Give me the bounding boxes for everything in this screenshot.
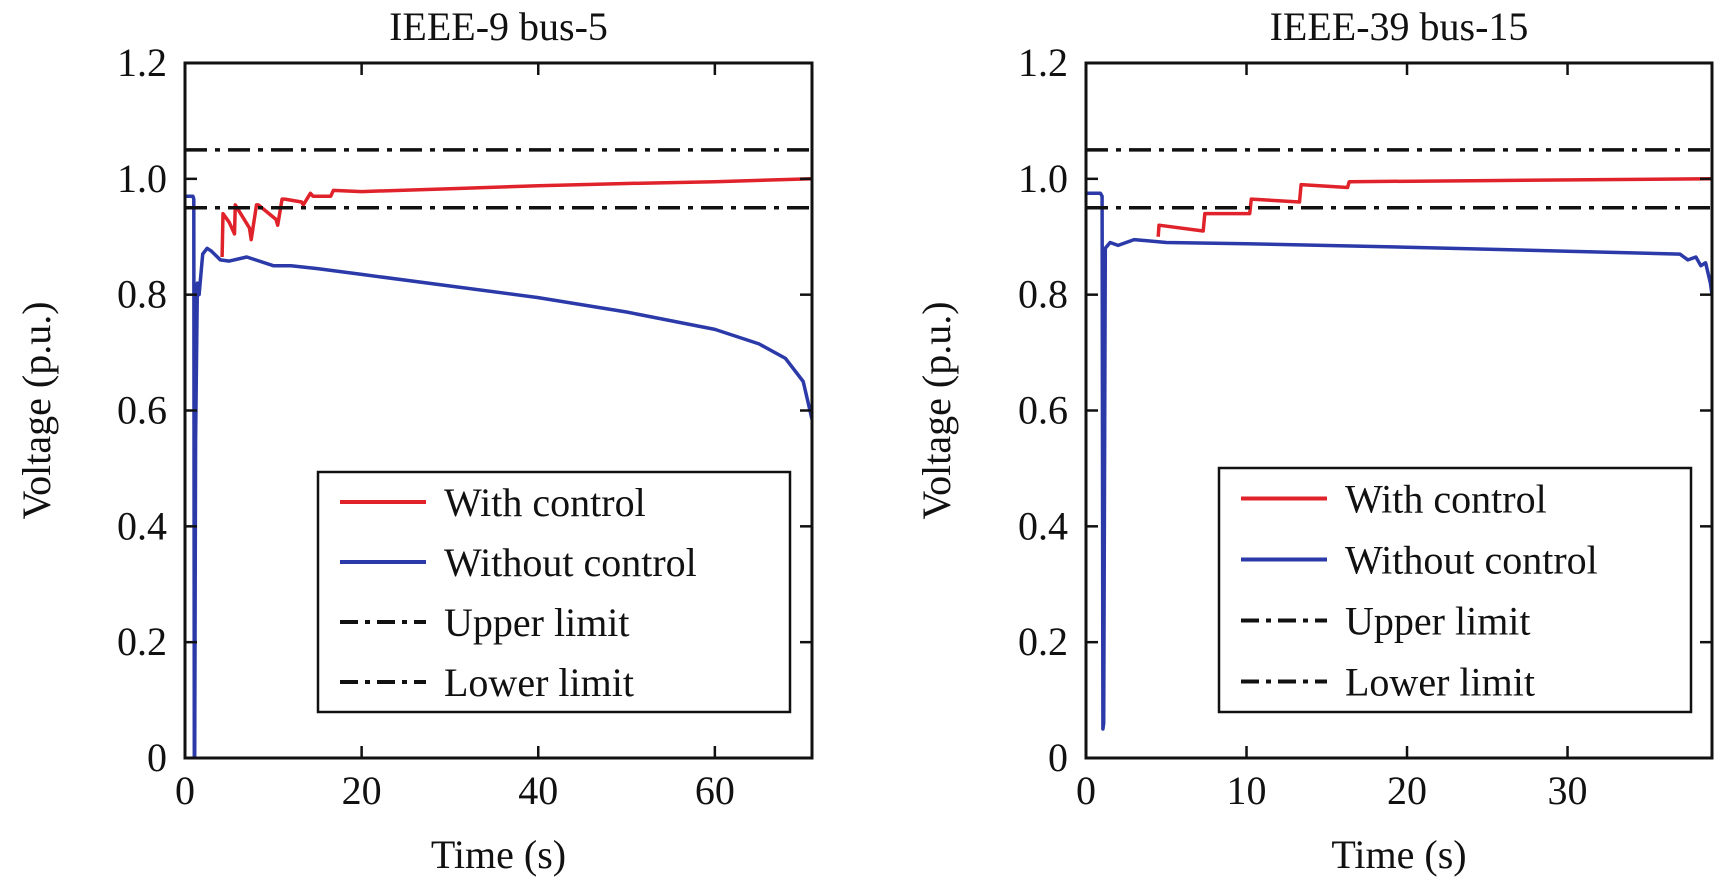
y-tick-label: 0.2 xyxy=(117,619,167,664)
legend-label: Without control xyxy=(444,540,697,585)
y-tick-label: 0.6 xyxy=(117,388,167,433)
chart-1: IEEE-9 bus-5 0 0.2 0.4 0.6 0.8 1.0 1.2 0 20 40 60 Ti… xyxy=(14,4,814,877)
y-tick-label: 0.8 xyxy=(1018,272,1068,317)
x-tick-label: 60 xyxy=(695,768,735,813)
y-tick-label: 1.0 xyxy=(117,156,167,201)
series-line-with-control xyxy=(1156,177,1712,237)
y-tick-label: 1.2 xyxy=(1018,40,1068,85)
x-tick-label: 0 xyxy=(1076,768,1096,813)
x-tick-label: 10 xyxy=(1227,768,1267,813)
y-axis-label: Voltage (p.u.) xyxy=(14,301,59,519)
chart-2: IEEE-39 bus-15 0 0.2 0.4 0.6 0.8 1.0 1.2 0 10 20 30… xyxy=(914,4,1714,877)
chart-title: IEEE-39 bus-15 xyxy=(1270,4,1529,49)
legend: With control Without control Upper limit Lo… xyxy=(1217,466,1693,714)
x-tick-label: 20 xyxy=(342,768,382,813)
chart-title: IEEE-9 bus-5 xyxy=(389,4,608,49)
legend-box xyxy=(1217,466,1693,714)
series-line-with-control xyxy=(220,177,812,258)
legend-label: Lower limit xyxy=(444,660,634,705)
x-tick-label: 0 xyxy=(175,768,195,813)
x-tick-label: 20 xyxy=(1387,768,1427,813)
legend-label: With control xyxy=(1345,477,1547,522)
y-tick-label: 0.2 xyxy=(1018,619,1068,664)
y-tick-label: 0 xyxy=(147,735,167,780)
legend-label: Upper limit xyxy=(1345,599,1531,644)
series-line-without-control xyxy=(185,194,812,758)
y-tick-label: 1.0 xyxy=(1018,156,1068,201)
series-line-without-control xyxy=(1086,191,1712,731)
series-group xyxy=(185,148,812,758)
y-axis-label: Voltage (p.u.) xyxy=(914,301,959,519)
y-tick-label: 0 xyxy=(1048,735,1068,780)
legend: With control Without control Upper limit Lo… xyxy=(316,470,792,714)
y-tick-label: 0.4 xyxy=(117,503,167,548)
x-tick-label: 40 xyxy=(518,768,558,813)
legend-label: Lower limit xyxy=(1345,660,1535,705)
x-axis-label: Time (s) xyxy=(431,832,566,877)
y-tick-label: 0.8 xyxy=(117,272,167,317)
x-axis-label: Time (s) xyxy=(1331,832,1466,877)
series-group xyxy=(1086,148,1712,731)
legend-label: Without control xyxy=(1345,538,1598,583)
x-tick-label: 30 xyxy=(1548,768,1588,813)
legend-label: With control xyxy=(444,480,646,525)
y-tick-label: 0.6 xyxy=(1018,388,1068,433)
legend-box xyxy=(316,470,792,714)
y-tick-label: 1.2 xyxy=(117,40,167,85)
y-tick-label: 0.4 xyxy=(1018,503,1068,548)
legend-label: Upper limit xyxy=(444,600,630,645)
